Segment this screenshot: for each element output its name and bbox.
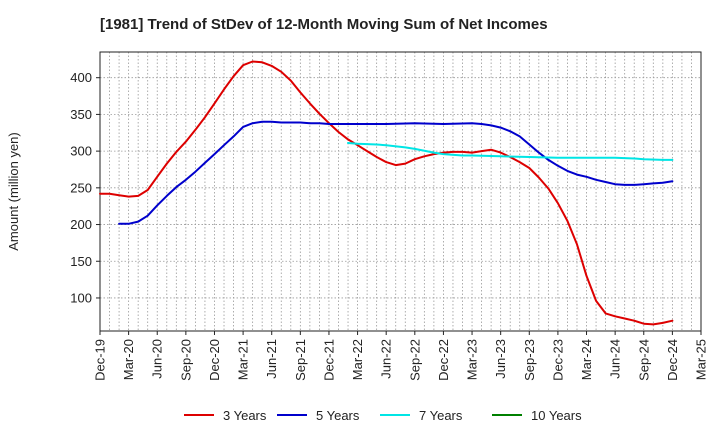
x-tick-label: Sep-22 bbox=[407, 339, 422, 381]
x-tick-label: Dec-19 bbox=[93, 339, 108, 381]
legend-item: 3 Years bbox=[184, 408, 267, 423]
y-tick-label: 300 bbox=[70, 144, 92, 159]
series-lines bbox=[99, 60, 674, 326]
x-tick-label: Sep-21 bbox=[293, 339, 308, 381]
x-tick-label: Dec-20 bbox=[207, 339, 222, 381]
legend-label: 7 Years bbox=[419, 408, 463, 423]
x-tick-label: Mar-25 bbox=[694, 339, 709, 380]
series-line-2 bbox=[118, 120, 674, 225]
x-axis-ticks: Dec-19 Mar-20 Jun-20 Sep-20 Dec-20 Mar-21 Jun-… bbox=[93, 331, 709, 381]
series-line-1 bbox=[99, 60, 674, 326]
x-tick-label: Sep-24 bbox=[636, 339, 651, 381]
legend-label: 5 Years bbox=[316, 408, 360, 423]
legend: 3 Years 5 Years 7 Years 10 Years bbox=[184, 408, 582, 423]
x-tick-label: Dec-21 bbox=[321, 339, 336, 381]
y-axis-title: Amount (million yen) bbox=[6, 132, 21, 251]
x-tick-label: Mar-20 bbox=[121, 339, 136, 380]
y-axis-ticks: 100 150 200 250 300 350 400 bbox=[70, 70, 100, 305]
x-tick-label: Dec-22 bbox=[436, 339, 451, 381]
x-tick-label: Dec-23 bbox=[550, 339, 565, 381]
x-tick-label: Dec-24 bbox=[665, 339, 680, 381]
x-tick-label: Jun-21 bbox=[264, 339, 279, 379]
series-line-3 bbox=[347, 142, 674, 161]
x-tick-label: Mar-23 bbox=[465, 339, 480, 380]
x-tick-label: Mar-24 bbox=[579, 339, 594, 380]
legend-item: 5 Years bbox=[277, 408, 360, 423]
grid-lines bbox=[100, 52, 701, 331]
y-tick-label: 350 bbox=[70, 107, 92, 122]
legend-item: 7 Years bbox=[380, 408, 463, 423]
legend-label: 10 Years bbox=[531, 408, 582, 423]
x-tick-label: Sep-20 bbox=[178, 339, 193, 381]
y-tick-label: 250 bbox=[70, 180, 92, 195]
x-tick-label: Mar-21 bbox=[236, 339, 251, 380]
chart-title: [1981] Trend of StDev of 12-Month Moving… bbox=[100, 16, 548, 33]
x-tick-label: Mar-22 bbox=[350, 339, 365, 380]
y-tick-label: 150 bbox=[70, 254, 92, 269]
y-tick-label: 200 bbox=[70, 217, 92, 232]
y-tick-label: 400 bbox=[70, 70, 92, 85]
x-tick-label: Jun-20 bbox=[150, 339, 165, 379]
legend-label: 3 Years bbox=[223, 408, 267, 423]
y-tick-label: 100 bbox=[70, 290, 92, 305]
x-tick-label: Jun-22 bbox=[379, 339, 394, 379]
plot-area bbox=[99, 51, 702, 332]
x-tick-label: Sep-23 bbox=[522, 339, 537, 381]
x-tick-label: Jun-23 bbox=[493, 339, 508, 379]
x-tick-label: Jun-24 bbox=[608, 339, 623, 379]
legend-item: 10 Years bbox=[492, 408, 582, 423]
